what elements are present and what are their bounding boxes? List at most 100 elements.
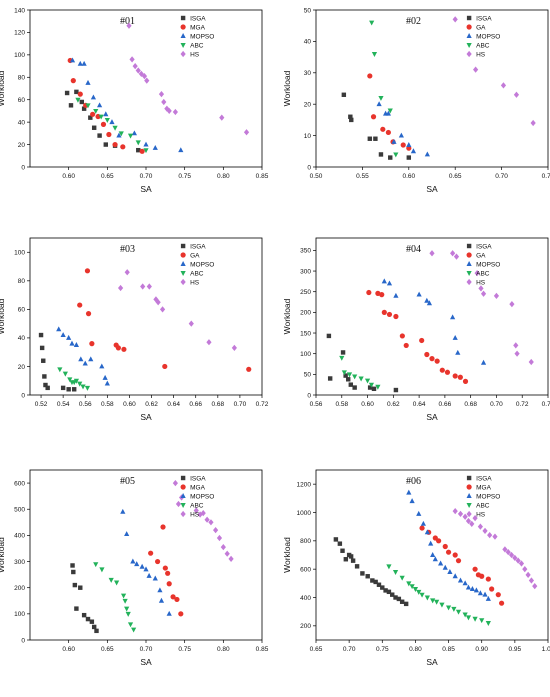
data-point-isga [91,624,97,630]
data-point-ga [89,341,95,347]
data-point-mga [160,524,166,530]
y-tick-label: 1000 [297,510,312,517]
legend: ISGA GA MOPSO ABC HS [466,243,500,286]
data-point-mopso [424,297,430,303]
data-point-ga [370,114,377,120]
data-point-abc [75,97,81,103]
legend-marker-hs [466,278,472,286]
data-point-abc [122,598,128,604]
y-tick-label: 250 [300,289,311,296]
legend-marker-ga [180,252,186,258]
data-point-hs [146,283,152,290]
data-point-mopso [386,280,393,286]
data-point-isga [376,582,382,587]
data-point-hs [117,284,124,292]
data-point-hs [505,549,511,556]
y-tick-label: 20 [18,142,26,149]
data-point-isga [365,574,370,579]
data-point-isga [85,616,91,622]
data-point-hs [500,82,507,89]
y-axis-label: Workload [282,70,292,106]
data-point-isga [136,147,141,153]
legend-marker-mga [180,484,186,490]
x-tick-label: 0.60 [123,401,136,408]
data-point-isga [367,136,373,141]
x-tick-label: 0.56 [79,401,92,408]
data-point-isga [403,601,409,607]
data-point-ga [121,346,127,352]
data-point-abc [114,580,120,586]
data-point-hs [509,300,515,308]
x-tick-label: 0.68 [211,401,224,408]
y-tick-label: 140 [14,7,25,14]
data-point-isga [341,92,347,97]
data-point-mga [77,91,83,97]
data-point-mga [90,111,96,117]
data-point-mopso [166,610,172,616]
data-point-ga [424,351,430,358]
data-point-mopso [131,130,137,136]
data-point-abc [439,602,445,608]
data-point-abc [479,618,485,624]
data-point-mopso [90,94,97,100]
data-point-mopso [398,132,404,138]
y-tick-label: 20 [304,102,312,109]
data-point-abc [352,374,358,380]
y-tick-label: 400 [14,533,25,540]
x-tick-label: 0.68 [464,401,477,408]
data-point-abc [465,615,472,621]
legend-label: GA [476,252,486,259]
data-point-ga [380,126,386,132]
data-point-abc [73,378,79,384]
data-point-isga [380,585,385,590]
data-point-hs [166,107,172,115]
data-point-mopso [393,292,399,298]
data-point-abc [98,114,104,120]
data-point-hs [452,16,458,23]
legend-marker-hs [180,278,186,286]
data-point-mopso [78,356,84,362]
legend-label: HS [190,279,200,286]
x-tick-label: 0.62 [387,401,400,408]
y-tick-label: 0 [21,164,25,171]
data-point-abc [434,599,440,605]
x-tick-label: 0.60 [402,173,415,180]
y-tick-label: 0 [21,392,25,399]
x-tick-label: 0.72 [256,401,269,408]
data-point-abc [93,562,99,568]
y-tick-label: 80 [18,278,26,285]
legend-marker-abc [180,503,186,508]
data-point-hs [243,129,250,136]
data-point-mopso [473,587,480,593]
data-point-ga [399,333,405,339]
data-point-mopso [406,142,412,147]
data-point-abc [99,567,105,573]
y-tick-label: 80 [18,75,26,82]
data-point-mga [106,131,112,138]
data-point-mopso [88,356,94,362]
x-tick-label: 0.80 [217,173,230,180]
data-point-mopso [424,529,430,535]
legend-label: HS [476,511,486,518]
legend-label: MOPSO [476,493,500,500]
x-tick-label: 0.75 [542,173,550,180]
data-point-ga [386,311,393,318]
data-point-hs [513,91,520,98]
data-point-mopso [152,575,158,581]
data-point-hs [220,544,226,551]
y-axis-label: Workload [0,298,6,334]
y-tick-label: 1200 [297,481,312,488]
legend-label: GA [190,252,200,259]
legend-label: ISGA [476,243,492,250]
data-point-mga [455,558,462,564]
data-point-hs [457,510,464,518]
y-tick-label: 0 [307,392,311,399]
data-point-abc [358,376,364,382]
data-point-abc [406,581,412,587]
data-point-isga [340,548,345,553]
data-point-ga [379,292,385,298]
legend-marker-isga [466,15,472,21]
data-point-abc [485,621,491,626]
data-point-abc [375,384,381,390]
data-point-hs [465,517,472,525]
